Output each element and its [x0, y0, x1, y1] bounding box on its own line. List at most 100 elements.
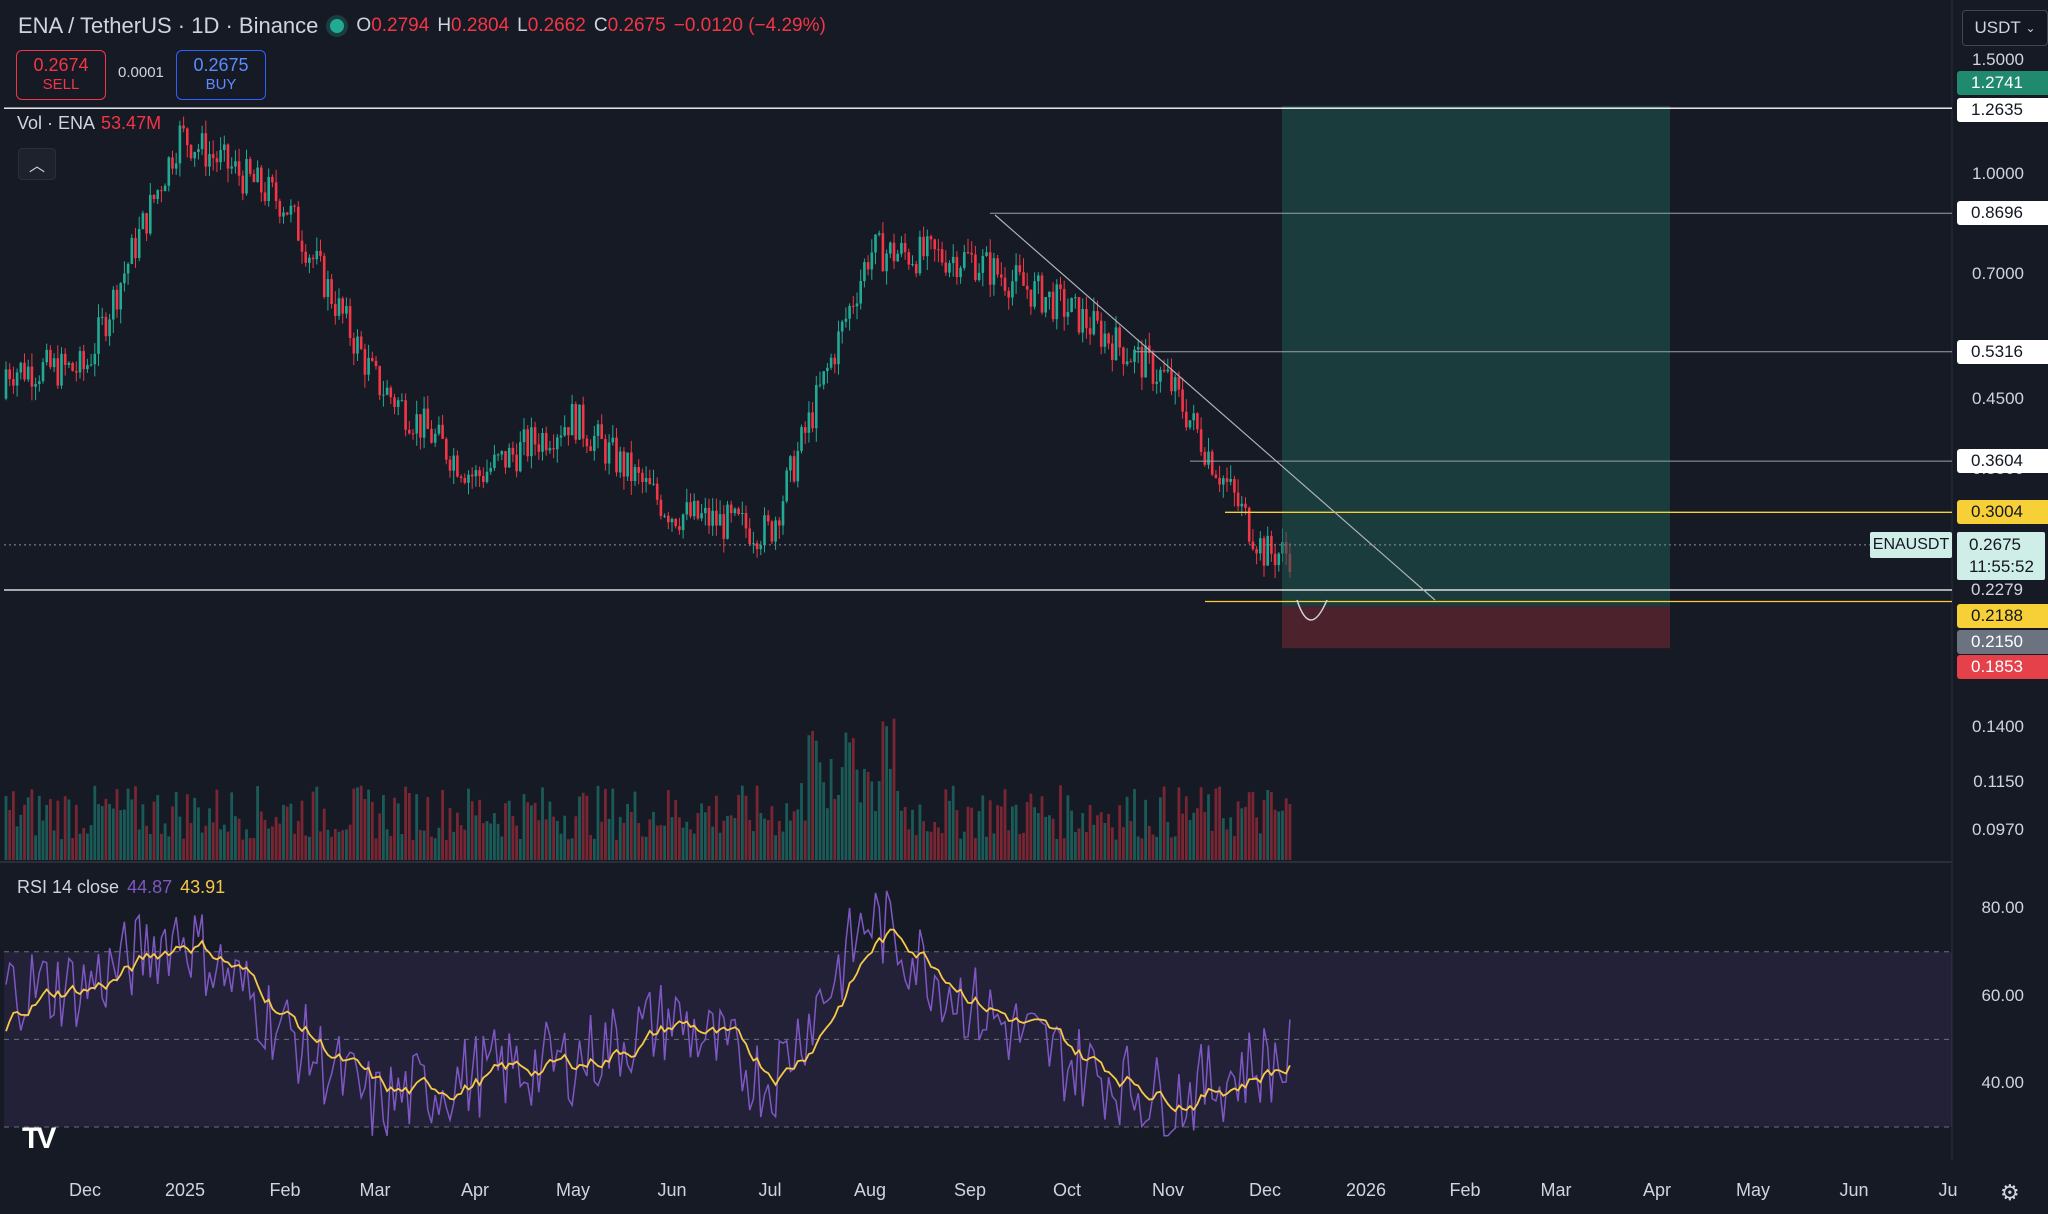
volume-bar [1188, 820, 1192, 860]
volume-legend[interactable]: Vol · ENA 53.47M [17, 113, 161, 134]
candle-body [1003, 277, 1007, 291]
candle-body [918, 236, 922, 274]
candle-body [670, 518, 674, 523]
volume-bar [189, 823, 193, 860]
volume-bar [833, 798, 837, 860]
volume-bar [563, 815, 567, 860]
volume-bar [204, 825, 208, 860]
symbol-title[interactable]: ENA / TetherUS · 1D · Binance [18, 13, 319, 38]
candle-body [874, 234, 877, 253]
collapse-legend-button[interactable]: ︿ [18, 148, 56, 180]
trend-line[interactable] [994, 214, 1436, 601]
volume-bar [1273, 809, 1277, 860]
candle-body [186, 128, 189, 146]
volume-value: 53.47M [101, 113, 162, 133]
volume-bar [1173, 836, 1177, 860]
volume-bar [1181, 813, 1184, 860]
volume-bar [652, 811, 655, 860]
volume-bar [1099, 812, 1103, 860]
candle-body [348, 306, 352, 339]
candle-body [126, 263, 130, 274]
candle-body [715, 510, 718, 526]
volume-bar [911, 809, 914, 860]
rsi-legend[interactable]: RSI 14 close 44.87 43.91 [17, 877, 225, 898]
volume-bar [352, 788, 356, 860]
currency-selector[interactable]: USDT ⌄ [1962, 10, 2048, 46]
volume-bar [511, 815, 515, 860]
volume-bar [992, 833, 996, 860]
volume-bar [289, 803, 293, 860]
currency-label: USDT [1974, 18, 2021, 37]
candle-body [859, 281, 862, 304]
volume-bar [966, 806, 970, 860]
volume-bar [400, 834, 404, 860]
candle-body [1048, 291, 1051, 298]
volume-bar [319, 831, 322, 860]
volume-bar [1062, 838, 1066, 860]
long-position-target-zone[interactable] [1282, 105, 1670, 607]
candle-body [855, 303, 859, 307]
volume-bar [167, 836, 171, 860]
volume-bar [1066, 795, 1070, 860]
volume-bar [1040, 796, 1044, 860]
candle-body [149, 194, 152, 234]
buy-button[interactable]: 0.2675 BUY [176, 50, 266, 100]
volume-bar [874, 811, 877, 860]
tradingview-logo[interactable]: TV [22, 1122, 56, 1155]
volume-bar [655, 825, 659, 860]
candle-body [1233, 478, 1236, 493]
candle-body [441, 424, 444, 439]
volume-bar [134, 786, 137, 860]
candle-body [667, 515, 670, 523]
sell-button[interactable]: 0.2674 SELL [16, 50, 106, 100]
candle-body [570, 404, 574, 436]
volume-bar [1055, 838, 1059, 860]
candle-body [903, 243, 907, 253]
volume-bar [722, 820, 726, 860]
volume-bar [1025, 801, 1029, 860]
volume-bar [1184, 796, 1188, 860]
volume-bar [663, 825, 666, 860]
volume-bar [818, 762, 822, 860]
time-axis-label: Feb [269, 1180, 301, 1200]
candle-body [633, 467, 637, 482]
candle-body [86, 365, 89, 370]
volume-bar [1270, 792, 1273, 860]
gear-icon[interactable]: ⚙ [2000, 1180, 2020, 1205]
candle-body [1262, 538, 1266, 566]
candle-body [489, 468, 492, 472]
volume-bar [970, 807, 974, 860]
current-price-value: 0.2675 [1969, 535, 2021, 554]
volume-bar [8, 809, 12, 860]
volume-bar [996, 805, 999, 860]
candle-body [1185, 411, 1188, 428]
volume-bar [219, 829, 222, 860]
candle-body [1192, 413, 1195, 421]
current-price-tag: 0.2675 11:55:52 [1957, 532, 2045, 580]
candle-body [951, 256, 955, 264]
candle-body [1074, 297, 1077, 299]
long-position-stop-zone[interactable] [1282, 606, 1670, 649]
volume-bar [633, 791, 637, 860]
curve-drawing[interactable] [1296, 599, 1328, 621]
candle-body [585, 438, 589, 447]
volume-bar [522, 794, 526, 860]
price-label-tag: 0.8696 [1957, 201, 2048, 226]
candle-body [548, 448, 552, 451]
candle-body [737, 508, 740, 515]
candle-body [1199, 429, 1203, 452]
candle-body [789, 456, 792, 471]
candle-body [840, 321, 844, 332]
volume-bar [433, 838, 437, 860]
volume-bar [1251, 791, 1255, 860]
volume-bar [589, 835, 592, 860]
candle-body [1155, 381, 1158, 384]
volume-bar [1255, 817, 1258, 860]
volume-bar [985, 836, 988, 860]
volume-bar [363, 798, 367, 860]
volume-bar [781, 831, 785, 860]
volume-bar [304, 835, 308, 860]
candle-body [607, 442, 611, 464]
